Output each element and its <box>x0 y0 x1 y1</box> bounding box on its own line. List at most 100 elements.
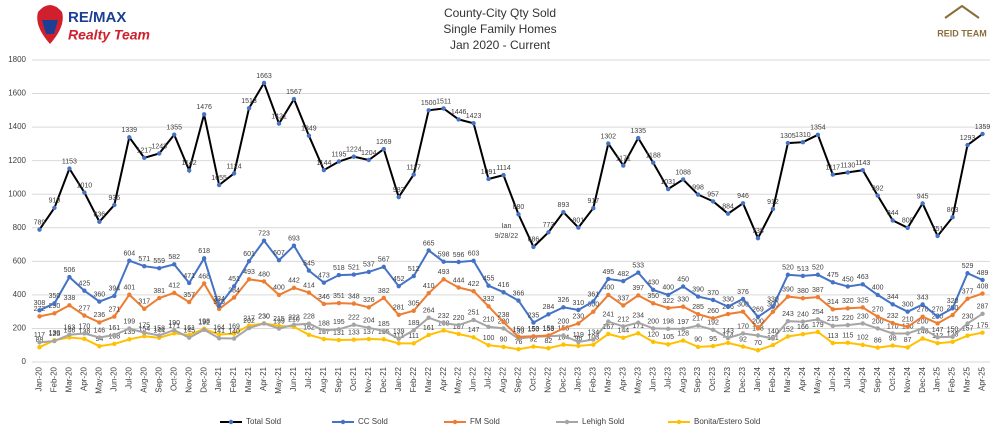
point-marker <box>591 299 596 304</box>
point-marker <box>950 215 955 220</box>
x-tick-label: May-22 <box>454 366 463 393</box>
point-marker <box>52 311 57 316</box>
point-marker <box>82 190 87 195</box>
data-label: 161 <box>423 325 435 332</box>
data-label: 269 <box>752 307 764 314</box>
x-tick-label: Sep-23 <box>693 366 702 392</box>
point-marker <box>965 142 970 148</box>
point-marker <box>216 336 222 341</box>
chart-subtitle: Jan 2020 - Current <box>450 38 551 52</box>
point-marker <box>950 312 955 318</box>
point-marker <box>246 105 252 111</box>
legend-label: FM Sold <box>470 417 500 426</box>
point-marker <box>97 335 102 340</box>
data-label: 400 <box>872 285 884 292</box>
point-marker <box>591 342 596 347</box>
data-label: 357 <box>183 292 195 299</box>
point-marker <box>621 335 626 341</box>
point-marker <box>142 155 147 161</box>
point-marker <box>621 324 626 329</box>
data-label: 162 <box>303 325 315 332</box>
series-line <box>39 312 984 344</box>
data-label: 199 <box>273 318 285 325</box>
data-label: 801 <box>573 217 585 224</box>
data-label: 234 <box>632 313 644 320</box>
point-marker <box>231 284 237 289</box>
data-label: 1171 <box>616 155 631 162</box>
point-marker <box>800 331 806 337</box>
data-label: 983 <box>393 187 405 194</box>
data-label: 170 <box>887 323 899 330</box>
point-marker <box>935 314 940 319</box>
data-label: 260 <box>707 308 719 315</box>
point-marker <box>546 346 551 351</box>
data-label: 220 <box>453 315 465 322</box>
data-label: 992 <box>872 185 884 192</box>
balloon-band <box>42 20 58 34</box>
data-label: 945 <box>917 193 929 200</box>
y-tick-label: 200 <box>13 324 27 333</box>
point-marker <box>486 324 491 329</box>
x-tick-label: May-24 <box>813 366 822 393</box>
data-label: 332 <box>483 296 495 303</box>
point-marker <box>201 112 207 117</box>
x-tick-label: Apr-22 <box>439 366 448 391</box>
point-marker <box>471 258 476 264</box>
data-label: 493 <box>438 269 450 276</box>
point-marker <box>216 303 222 309</box>
data-label: 87 <box>904 337 912 344</box>
data-label: 1124 <box>227 163 242 170</box>
y-tick-label: 1200 <box>8 156 26 165</box>
data-label: 1010 <box>77 182 93 189</box>
data-label: 287 <box>977 304 989 311</box>
point-marker <box>890 343 895 348</box>
point-marker <box>516 347 521 352</box>
point-marker <box>366 305 371 310</box>
point-marker <box>186 280 192 286</box>
data-label: 377 <box>962 289 974 296</box>
data-label: 1423 <box>466 113 482 120</box>
point-marker <box>516 298 521 303</box>
point-marker <box>471 121 476 126</box>
x-tick-label: Feb-23 <box>588 366 597 392</box>
data-label: 137 <box>363 329 375 336</box>
point-marker <box>680 326 686 332</box>
point-marker <box>606 331 611 337</box>
data-label: 957 <box>707 191 719 198</box>
data-label: 567 <box>378 257 390 264</box>
data-label: 190 <box>168 320 180 327</box>
point-marker <box>186 335 192 340</box>
point-marker <box>486 304 491 309</box>
y-tick-label: 1000 <box>8 189 26 198</box>
data-label: 76 <box>515 339 523 346</box>
data-label: 198 <box>662 319 674 326</box>
point-marker <box>905 345 910 350</box>
data-label: 1500 <box>421 100 437 107</box>
data-label: 119 <box>573 332 584 339</box>
point-marker <box>920 314 925 319</box>
point-marker <box>680 177 686 182</box>
data-label: 202 <box>243 318 255 325</box>
logo-text: Realty Team <box>68 27 150 43</box>
data-label: 344 <box>887 294 899 301</box>
x-tick-label: Jun-24 <box>828 366 837 391</box>
data-label: 164 <box>213 324 225 331</box>
data-label: 131 <box>333 330 345 337</box>
data-label: 320 <box>947 298 959 305</box>
x-tick-label: Jan-21 <box>214 366 223 391</box>
point-marker <box>381 337 386 342</box>
data-label: 133 <box>348 330 360 337</box>
point-marker <box>471 317 476 323</box>
data-label: 125 <box>49 331 61 338</box>
point-marker <box>546 230 551 235</box>
legend-marker <box>676 419 682 425</box>
data-label: 143 <box>722 328 734 335</box>
point-marker <box>755 314 761 320</box>
data-label: 139 <box>393 329 405 336</box>
legend: Total Sold CC Sold FM Sold Lehigh Sold Bonit… <box>220 417 760 426</box>
point-marker <box>157 266 162 271</box>
data-label: 520 <box>812 265 824 272</box>
y-tick-label: 1600 <box>8 89 26 98</box>
data-label: 495 <box>602 269 614 276</box>
data-label: 1349 <box>301 126 317 133</box>
